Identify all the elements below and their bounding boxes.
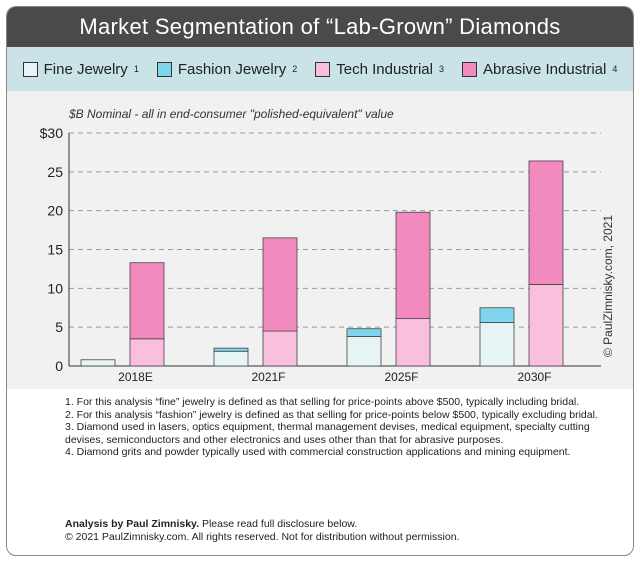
x-tick-label: 2025F	[384, 370, 418, 384]
legend-footnote-mark: 2	[292, 64, 298, 74]
bar-fine-jewelry	[80, 359, 116, 367]
chart-title: Market Segmentation of “Lab-Grown” Diamo…	[7, 7, 633, 47]
x-tick-label: 2018E	[118, 370, 153, 384]
y-tick-label: 5	[55, 319, 63, 335]
legend-item-tech-industrial: Tech Industrial 3	[315, 61, 444, 78]
bar-fashion-jewelry	[479, 307, 515, 323]
footnote: 3. Diamond used in lasers, optics equipm…	[65, 421, 590, 446]
legend-label: Abrasive Industrial	[482, 60, 607, 78]
credit-disclosure: Please read full disclosure below.	[199, 518, 358, 530]
bar-fine-jewelry	[479, 322, 515, 367]
legend-label: Tech Industrial	[336, 60, 433, 78]
copyright-line: © 2021 PaulZimnisky.com. All rights rese…	[65, 531, 460, 543]
x-tick-label: 2030F	[517, 370, 551, 384]
legend-footnote-mark: 3	[438, 64, 444, 74]
y-tick-label: 15	[47, 242, 63, 258]
y-tick-label: 10	[47, 280, 63, 296]
bar-tech-industrial	[395, 318, 431, 367]
legend-swatch	[461, 61, 477, 77]
bar-tech-industrial	[129, 338, 165, 367]
plot-panel: $B Nominal - all in end-consumer "polish…	[7, 91, 633, 389]
bar-fine-jewelry	[213, 350, 249, 367]
bar-tech-industrial	[262, 330, 298, 367]
bar-abrasive-industrial	[395, 211, 431, 320]
legend-swatch	[156, 61, 172, 77]
bar-abrasive-industrial	[262, 237, 298, 332]
legend-swatch	[22, 61, 38, 77]
y-tick-label: 25	[47, 164, 63, 180]
footnote: 2. For this analysis “fashion” jewelry i…	[65, 408, 598, 421]
legend-item-abrasive-industrial: Abrasive Industrial 4	[461, 60, 618, 78]
legend-item-fashion-jewelry: Fashion Jewelry 2	[156, 60, 298, 78]
y-tick-label: $30	[40, 125, 64, 141]
legend-item-fine-jewelry: Fine Jewelry 1	[22, 60, 139, 78]
bar-abrasive-industrial	[528, 160, 564, 285]
bar-fashion-jewelry	[213, 347, 249, 352]
bar-chart: $B Nominal - all in end-consumer "polish…	[40, 107, 615, 384]
bar-abrasive-industrial	[129, 262, 165, 340]
chart-subtitle: $B Nominal - all in end-consumer "polish…	[68, 107, 394, 121]
footnote: 4. Diamond grits and powder typically us…	[65, 446, 571, 459]
y-tick-label: 20	[47, 203, 63, 219]
legend-label: Fashion Jewelry	[177, 60, 287, 78]
legend-swatch	[315, 61, 331, 77]
legend-footnote-mark: 1	[133, 64, 139, 74]
legend-footnote-mark: 4	[612, 64, 618, 74]
bar-fashion-jewelry	[346, 328, 382, 337]
credit-author: Analysis by Paul Zimnisky.	[65, 518, 200, 530]
credit: Analysis by Paul Zimnisky. Please read f…	[65, 518, 605, 544]
watermark: © PaulZimnisky.com, 2021	[601, 215, 615, 357]
chart-frame: Market Segmentation of “Lab-Grown” Diamo…	[6, 6, 634, 556]
bar-tech-industrial	[528, 284, 564, 367]
footnotes: 1. For this analysis “fine” jewelry is d…	[65, 396, 605, 459]
legend-label: Fine Jewelry	[43, 60, 128, 78]
bar-fine-jewelry	[346, 336, 382, 367]
credit-line-1: Analysis by Paul Zimnisky. Please read f…	[65, 518, 605, 531]
legend: Fine Jewelry 1 Fashion Jewelry 2 Tech Indu…	[7, 47, 633, 91]
x-tick-label: 2021F	[251, 370, 285, 384]
y-tick-label: 0	[55, 358, 63, 374]
footnote: 1. For this analysis “fine” jewelry is d…	[65, 396, 580, 408]
